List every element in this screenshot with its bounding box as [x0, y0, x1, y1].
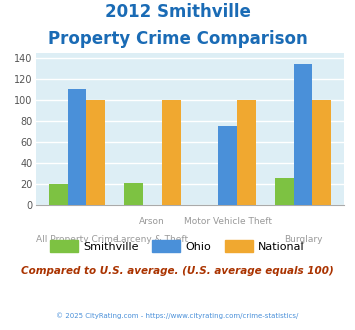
Text: © 2025 CityRating.com - https://www.cityrating.com/crime-statistics/: © 2025 CityRating.com - https://www.city…: [56, 312, 299, 318]
Bar: [218, 126, 237, 205]
Bar: [67, 89, 86, 205]
Bar: [275, 179, 294, 205]
Text: Larceny & Theft: Larceny & Theft: [116, 235, 188, 244]
Text: 2012 Smithville: 2012 Smithville: [105, 3, 250, 21]
Bar: [49, 184, 67, 205]
Bar: [312, 100, 331, 205]
Bar: [124, 182, 143, 205]
Text: Property Crime Comparison: Property Crime Comparison: [48, 30, 307, 48]
Text: Burglary: Burglary: [284, 235, 322, 244]
Legend: Smithville, Ohio, National: Smithville, Ohio, National: [46, 236, 309, 256]
Bar: [237, 100, 256, 205]
Text: Compared to U.S. average. (U.S. average equals 100): Compared to U.S. average. (U.S. average …: [21, 266, 334, 276]
Text: Arson: Arson: [140, 217, 165, 226]
Bar: [162, 100, 180, 205]
Text: All Property Crime: All Property Crime: [36, 235, 118, 244]
Bar: [294, 64, 312, 205]
Text: Motor Vehicle Theft: Motor Vehicle Theft: [184, 217, 272, 226]
Bar: [86, 100, 105, 205]
